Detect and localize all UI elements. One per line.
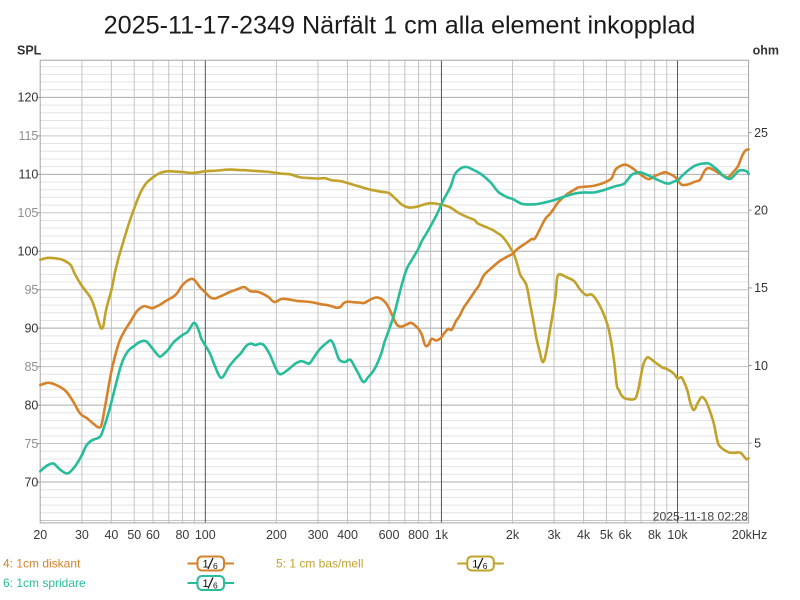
svg-text:10k: 10k — [667, 528, 688, 542]
svg-text:SPL: SPL — [17, 44, 42, 58]
svg-text:400: 400 — [337, 528, 358, 542]
svg-text:6: 6 — [483, 561, 488, 571]
svg-text:100: 100 — [18, 245, 39, 259]
svg-text:600: 600 — [379, 528, 400, 542]
svg-text:1k: 1k — [435, 528, 449, 542]
svg-text:105: 105 — [18, 206, 39, 220]
svg-text:85: 85 — [24, 360, 38, 374]
svg-text:8k: 8k — [648, 528, 662, 542]
svg-text:30: 30 — [75, 528, 89, 542]
svg-text:90: 90 — [24, 321, 38, 335]
svg-text:2k: 2k — [506, 528, 520, 542]
svg-text:6: 1cm spridare: 6: 1cm spridare — [3, 576, 86, 590]
svg-text:1: 1 — [203, 559, 209, 571]
svg-text:6: 6 — [213, 561, 218, 571]
svg-text:20: 20 — [33, 528, 47, 542]
svg-text:4: 1cm diskant: 4: 1cm diskant — [3, 557, 81, 571]
svg-text:115: 115 — [18, 129, 38, 143]
svg-text:800: 800 — [408, 528, 429, 542]
svg-text:4k: 4k — [577, 528, 591, 542]
svg-text:40: 40 — [104, 528, 118, 542]
svg-text:6: 6 — [213, 581, 218, 591]
svg-text:60: 60 — [146, 528, 160, 542]
svg-text:1: 1 — [472, 559, 478, 571]
svg-text:95: 95 — [24, 283, 38, 297]
svg-text:100: 100 — [195, 528, 216, 542]
svg-text:70: 70 — [24, 475, 38, 489]
svg-text:5: 5 — [754, 436, 761, 450]
svg-text:1: 1 — [203, 578, 209, 590]
svg-text:6k: 6k — [618, 528, 632, 542]
svg-text:120: 120 — [18, 91, 39, 105]
svg-text:300: 300 — [308, 528, 329, 542]
svg-text:25: 25 — [754, 126, 768, 140]
svg-text:80: 80 — [24, 398, 38, 412]
svg-text:10: 10 — [754, 359, 768, 373]
svg-text:50: 50 — [127, 528, 141, 542]
svg-text:110: 110 — [18, 168, 38, 182]
svg-text:ohm: ohm — [753, 44, 779, 58]
svg-text:5: 1 cm bas/mell: 5: 1 cm bas/mell — [276, 557, 363, 571]
svg-text:200: 200 — [266, 528, 287, 542]
svg-text:15: 15 — [754, 281, 768, 295]
svg-text:20: 20 — [754, 204, 768, 218]
svg-text:20kHz: 20kHz — [732, 528, 767, 542]
svg-text:5k: 5k — [600, 528, 614, 542]
svg-text:3k: 3k — [547, 528, 561, 542]
svg-text:2025-11-17-2349 Närfält 1 cm a: 2025-11-17-2349 Närfält 1 cm alla elemen… — [104, 12, 696, 40]
svg-text:80: 80 — [175, 528, 189, 542]
svg-text:2025-11-18 02:28: 2025-11-18 02:28 — [653, 509, 749, 523]
svg-text:75: 75 — [24, 437, 38, 451]
